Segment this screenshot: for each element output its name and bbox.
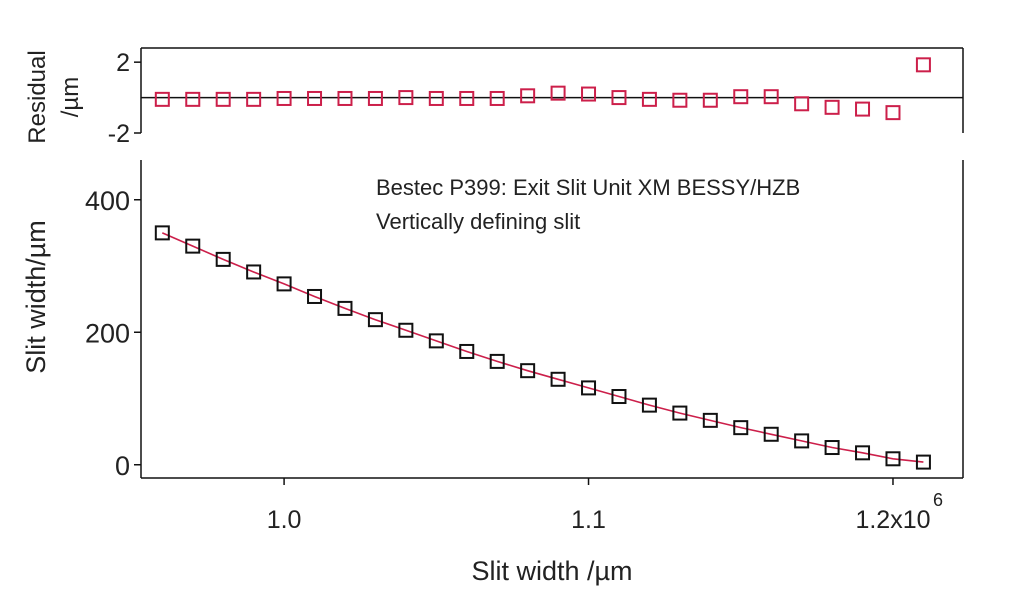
residual-points — [154, 57, 931, 121]
data-point-8 — [398, 322, 414, 338]
main-ytick-label-2: 400 — [85, 186, 130, 216]
xtick-exponent: 6 — [933, 490, 943, 510]
data-point-16 — [641, 397, 657, 413]
main-ytick-label-1: 200 — [85, 318, 130, 348]
xtick-label-1: 1.1 — [571, 506, 606, 534]
residual-point-14 — [581, 86, 597, 102]
residual-point-2 — [215, 91, 231, 107]
main-points — [154, 225, 931, 470]
residual-point-0 — [154, 91, 170, 107]
residual-point-24 — [885, 105, 901, 121]
residual-point-23 — [855, 101, 871, 117]
data-point-4 — [276, 276, 292, 292]
residual-point-10 — [459, 90, 475, 106]
residual-point-18 — [702, 92, 718, 108]
residual-point-11 — [489, 90, 505, 106]
residual-point-9 — [428, 90, 444, 106]
data-point-20 — [763, 426, 779, 442]
residual-panel: 2 -2 Residual /µm — [24, 47, 964, 148]
data-point-5 — [307, 288, 323, 304]
data-point-1 — [185, 238, 201, 254]
data-point-18 — [702, 412, 718, 428]
data-point-21 — [794, 433, 810, 449]
annotation-line1: Bestec P399: Exit Slit Unit XM BESSY/HZB — [376, 175, 800, 200]
residual-point-5 — [307, 90, 323, 106]
residual-point-12 — [520, 88, 536, 104]
annotation-line2: Vertically defining slit — [376, 209, 580, 234]
data-point-25 — [915, 454, 931, 470]
data-point-14 — [581, 380, 597, 396]
fit-line — [161, 232, 924, 463]
data-point-22 — [824, 440, 840, 456]
residual-point-1 — [185, 91, 201, 107]
data-point-13 — [550, 371, 566, 387]
residual-point-22 — [824, 99, 840, 115]
residual-point-7 — [367, 90, 383, 106]
residual-point-15 — [611, 90, 627, 106]
residual-point-6 — [337, 90, 353, 106]
residual-ytick-label-1: -2 — [108, 120, 130, 148]
residual-point-17 — [672, 92, 688, 108]
data-point-12 — [520, 363, 536, 379]
residual-point-19 — [733, 89, 749, 105]
data-point-6 — [337, 300, 353, 316]
residual-point-13 — [550, 85, 566, 101]
residual-point-8 — [398, 90, 414, 106]
data-point-24 — [885, 451, 901, 467]
residual-y-ticks: 2 -2 — [108, 49, 141, 148]
data-point-15 — [611, 389, 627, 405]
data-point-10 — [459, 343, 475, 359]
data-point-7 — [367, 312, 383, 328]
residual-point-4 — [276, 90, 292, 106]
residual-point-20 — [763, 89, 779, 105]
data-point-23 — [855, 445, 871, 461]
residual-point-25 — [915, 57, 931, 73]
residual-ytick-label-0: 2 — [116, 49, 130, 77]
data-point-11 — [489, 353, 505, 369]
main-ytick-label-0: 0 — [115, 451, 130, 481]
main-y-ticks: 0 200 400 — [85, 186, 141, 481]
residual-point-21 — [794, 96, 810, 112]
data-point-3 — [246, 264, 262, 280]
data-point-17 — [672, 405, 688, 421]
data-point-2 — [215, 251, 231, 267]
data-point-19 — [733, 420, 749, 436]
residual-ylabel-line2: /µm — [57, 77, 84, 118]
x-axis-label: Slit width /µm — [471, 556, 632, 586]
data-point-9 — [428, 333, 444, 349]
data-point-0 — [154, 225, 170, 241]
xtick-label-2: 1.2x10 — [855, 506, 930, 534]
residual-point-16 — [641, 91, 657, 107]
main-ylabel: Slit width/µm — [21, 220, 51, 374]
residual-ylabel-line1: Residual — [24, 50, 51, 143]
residual-point-3 — [246, 91, 262, 107]
xtick-label-0: 1.0 — [267, 506, 302, 534]
